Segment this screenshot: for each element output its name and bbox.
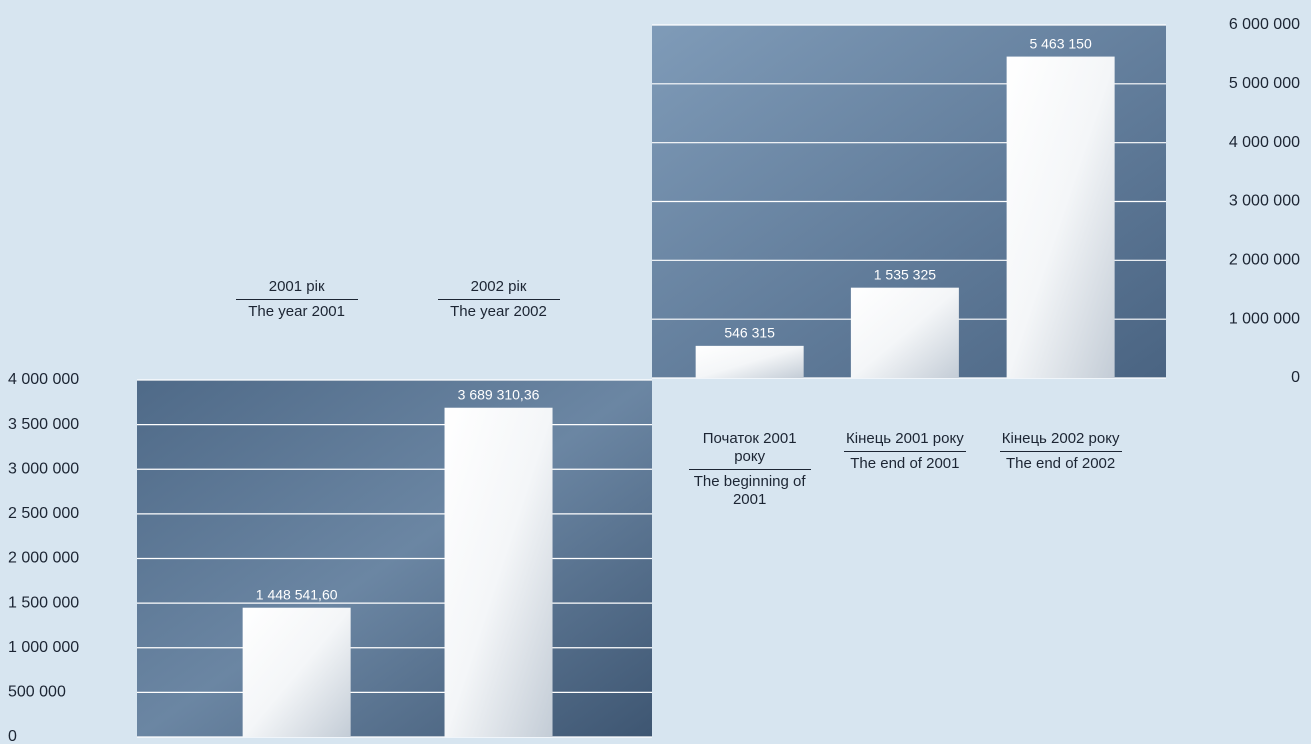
category-label-en: The year 2001 <box>248 303 345 320</box>
y-tick-label: 3 000 000 <box>8 460 79 477</box>
y-tick-label: 2 000 000 <box>8 550 79 567</box>
y-tick-label: 4 000 000 <box>8 371 79 388</box>
y-tick-label: 0 <box>1291 369 1300 386</box>
bar <box>242 607 351 737</box>
bar <box>850 287 959 378</box>
bar <box>444 407 553 737</box>
bar <box>695 345 804 378</box>
y-tick-label: 2 000 000 <box>1229 252 1300 269</box>
category-label-en: The beginning of 2001 <box>693 473 806 508</box>
bar <box>1006 56 1115 378</box>
category-label-ua: Початок 2001 року <box>688 430 811 470</box>
y-tick-label: 1 000 000 <box>8 639 79 656</box>
value-label: 1 535 325 <box>874 266 936 282</box>
y-tick-label: 1 500 000 <box>8 594 79 611</box>
category-label-en: The year 2002 <box>450 303 547 320</box>
y-tick-label: 500 000 <box>8 684 66 701</box>
y-tick-label: 1 000 000 <box>1229 310 1300 327</box>
category-label-ua: Кінець 2001 року <box>843 430 966 452</box>
y-tick-label: 2 500 000 <box>8 505 79 522</box>
y-tick-label: 4 000 000 <box>1229 134 1300 151</box>
category-label: Кінець 2001 року The end of 2001 <box>840 430 970 473</box>
category-label-en: The end of 2001 <box>850 455 960 472</box>
category-label: Початок 2001 року The beginning of 2001 <box>685 430 815 509</box>
value-label: 3 689 310,36 <box>458 386 540 402</box>
category-label: 2001 рік The year 2001 <box>232 278 362 321</box>
y-tick-label: 0 <box>8 728 17 744</box>
category-label-ua: 2001 рік <box>235 278 358 300</box>
y-tick-label: 3 000 000 <box>1229 193 1300 210</box>
y-tick-label: 6 000 000 <box>1229 16 1300 33</box>
value-label: 546 315 <box>724 325 775 341</box>
category-label: Кінець 2002 року The end of 2002 <box>996 430 1126 473</box>
y-tick-label: 5 000 000 <box>1229 75 1300 92</box>
y-tick-label: 3 500 000 <box>8 416 79 433</box>
category-label-ua: 2002 рік <box>437 278 560 300</box>
category-label-ua: Кінець 2002 року <box>999 430 1122 452</box>
value-label: 5 463 150 <box>1029 35 1091 51</box>
value-label: 1 448 541,60 <box>256 586 338 602</box>
category-label: 2002 рік The year 2002 <box>434 278 564 321</box>
category-label-en: The end of 2002 <box>1005 455 1116 472</box>
